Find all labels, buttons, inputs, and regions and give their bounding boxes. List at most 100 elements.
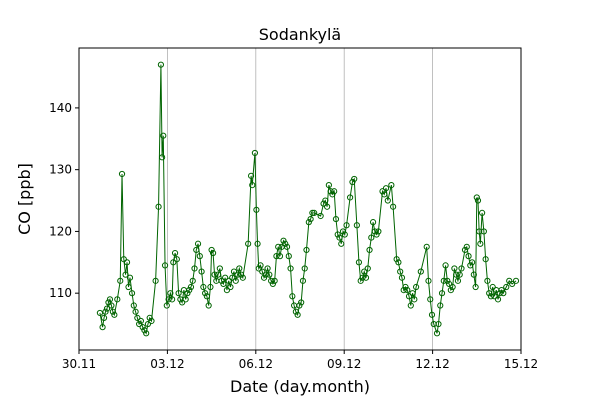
data-point <box>382 185 390 192</box>
data-point <box>222 274 229 281</box>
data-point <box>187 283 195 291</box>
data-point <box>134 314 141 321</box>
data-point <box>184 290 191 297</box>
data-point <box>447 286 454 294</box>
data-point <box>379 188 386 195</box>
data-point <box>179 299 186 306</box>
data-point <box>275 243 282 250</box>
data-point <box>120 256 127 263</box>
data-point <box>255 265 262 272</box>
data-point <box>334 231 341 238</box>
data-point <box>309 209 316 216</box>
data-point <box>175 290 182 297</box>
data-point <box>171 249 179 257</box>
data-point <box>484 277 491 284</box>
chart-title: Sodankylä <box>259 25 341 44</box>
data-point <box>122 271 129 278</box>
data-point <box>285 253 292 260</box>
data-point <box>102 308 109 315</box>
data-point <box>148 317 155 325</box>
data-point <box>167 290 174 297</box>
data-point <box>280 237 287 244</box>
data-point <box>251 149 259 157</box>
x-axis-label: Date (day.month) <box>230 377 370 396</box>
data-point <box>223 286 231 294</box>
data-point <box>200 283 207 291</box>
data-point <box>234 271 241 278</box>
x-tick-label: 15.12 <box>504 357 538 371</box>
data-point <box>332 215 340 223</box>
data-point <box>320 200 327 207</box>
data-point <box>479 209 486 216</box>
data-point <box>292 308 299 315</box>
data-point <box>435 320 442 328</box>
data-point <box>245 240 252 247</box>
data-point <box>325 182 332 189</box>
data-point <box>463 243 470 250</box>
data-point <box>433 330 441 337</box>
data-point <box>287 265 294 272</box>
data-point <box>346 194 354 201</box>
data-point <box>343 222 350 229</box>
data-point <box>322 197 329 204</box>
data-point <box>359 274 366 281</box>
data-point <box>259 268 266 275</box>
data-point <box>125 283 132 291</box>
data-point <box>423 243 430 250</box>
data-point <box>276 253 284 260</box>
data-point <box>477 240 484 247</box>
data-point <box>494 296 502 303</box>
x-tick-label: 30.11 <box>62 357 96 371</box>
data-point <box>393 256 400 263</box>
data-point <box>189 277 196 284</box>
data-point <box>209 249 217 257</box>
data-point <box>99 324 106 331</box>
data-point <box>186 286 193 294</box>
data-point <box>397 268 404 275</box>
data-point <box>503 283 510 291</box>
data-point <box>139 324 146 331</box>
data-point <box>486 290 493 297</box>
data-point <box>143 330 150 337</box>
data-point <box>123 259 131 266</box>
data-point <box>152 277 159 284</box>
data-point <box>338 240 345 247</box>
data-point <box>467 262 474 269</box>
data-point <box>144 320 152 328</box>
data-point <box>194 240 202 247</box>
data-point <box>236 265 243 272</box>
data-point <box>130 302 137 309</box>
data-point <box>317 212 324 220</box>
data-point <box>412 283 420 291</box>
data-point <box>216 265 223 272</box>
x-tick-label: 09.12 <box>327 357 361 371</box>
data-point <box>329 191 336 198</box>
data-point <box>482 256 489 263</box>
data-point <box>509 280 516 288</box>
data-point <box>262 271 269 278</box>
data-point <box>230 268 238 275</box>
data-point <box>458 265 465 272</box>
data-point <box>220 280 227 288</box>
data-point <box>407 302 414 309</box>
data-point <box>196 253 203 260</box>
data-point <box>438 290 446 297</box>
plot-frame <box>78 47 522 351</box>
data-point <box>299 277 307 284</box>
data-point <box>362 274 370 281</box>
data-point <box>353 222 360 229</box>
data-point <box>191 265 198 272</box>
x-tick-label: 03.12 <box>150 357 184 371</box>
data-point <box>161 262 169 269</box>
data-point <box>472 283 479 291</box>
data-point <box>341 231 348 238</box>
data-point <box>96 309 104 317</box>
data-point <box>141 327 148 334</box>
data-point <box>500 290 507 297</box>
x-tick-label: 06.12 <box>239 357 273 371</box>
data-point <box>266 271 273 278</box>
data-line <box>99 64 517 335</box>
data-point <box>355 259 363 266</box>
data-point <box>170 259 177 266</box>
data-point <box>327 188 334 195</box>
